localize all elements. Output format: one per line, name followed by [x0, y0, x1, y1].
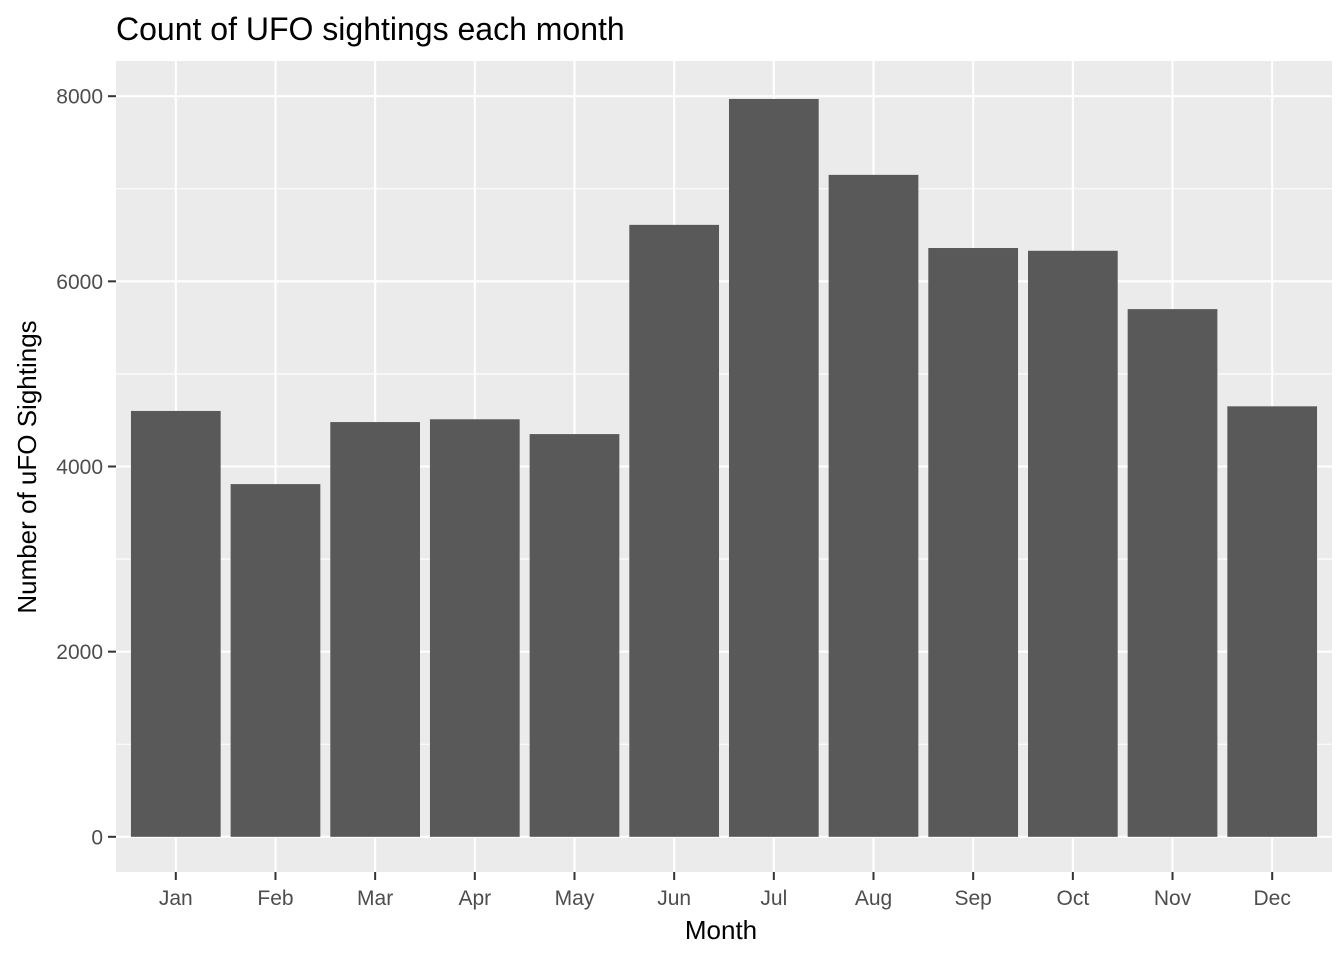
x-tick-label: Apr [458, 887, 491, 910]
x-tick-label: Sep [954, 887, 991, 910]
bar-may [529, 434, 620, 837]
x-tick-label: Jun [657, 887, 691, 910]
x-tick-label: Jul [760, 887, 787, 910]
bar-oct [1028, 250, 1118, 837]
bar-apr [429, 419, 520, 837]
y-tick-label: 2000 [56, 641, 103, 664]
x-tick-label: Feb [257, 887, 293, 910]
y-axis: 0 2000 4000 6000 8000 [56, 86, 116, 849]
x-tick-label: Dec [1254, 887, 1291, 910]
x-tick-label: Aug [855, 887, 892, 910]
bar-jul [728, 98, 819, 837]
x-axis: Jan Feb Mar Apr May Jun Jul Aug Sep Oct Nov Dec [159, 872, 1291, 910]
x-tick-label: Mar [357, 887, 393, 910]
bar-jun [629, 224, 720, 837]
chart-title: Count of UFO sightings each month [116, 11, 625, 47]
bar-mar [330, 422, 420, 837]
x-tick-label: Oct [1057, 887, 1090, 910]
y-tick-label: 6000 [56, 271, 103, 294]
y-tick-label: 0 [91, 826, 103, 849]
y-axis-title: Number of uFO Sightings [12, 320, 42, 613]
x-tick-label: May [555, 887, 595, 910]
x-tick-label: Nov [1154, 887, 1192, 910]
bar-sep [928, 248, 1019, 837]
bar-feb [230, 484, 321, 837]
bar-dec [1227, 406, 1318, 837]
x-axis-title: Month [685, 915, 757, 945]
bars [130, 98, 1318, 837]
y-tick-label: 8000 [56, 86, 103, 109]
y-tick-label: 4000 [56, 456, 103, 479]
x-tick-label: Jan [159, 887, 193, 910]
bar-nov [1127, 309, 1218, 837]
bar-jan [130, 410, 221, 837]
bar-aug [828, 174, 919, 837]
